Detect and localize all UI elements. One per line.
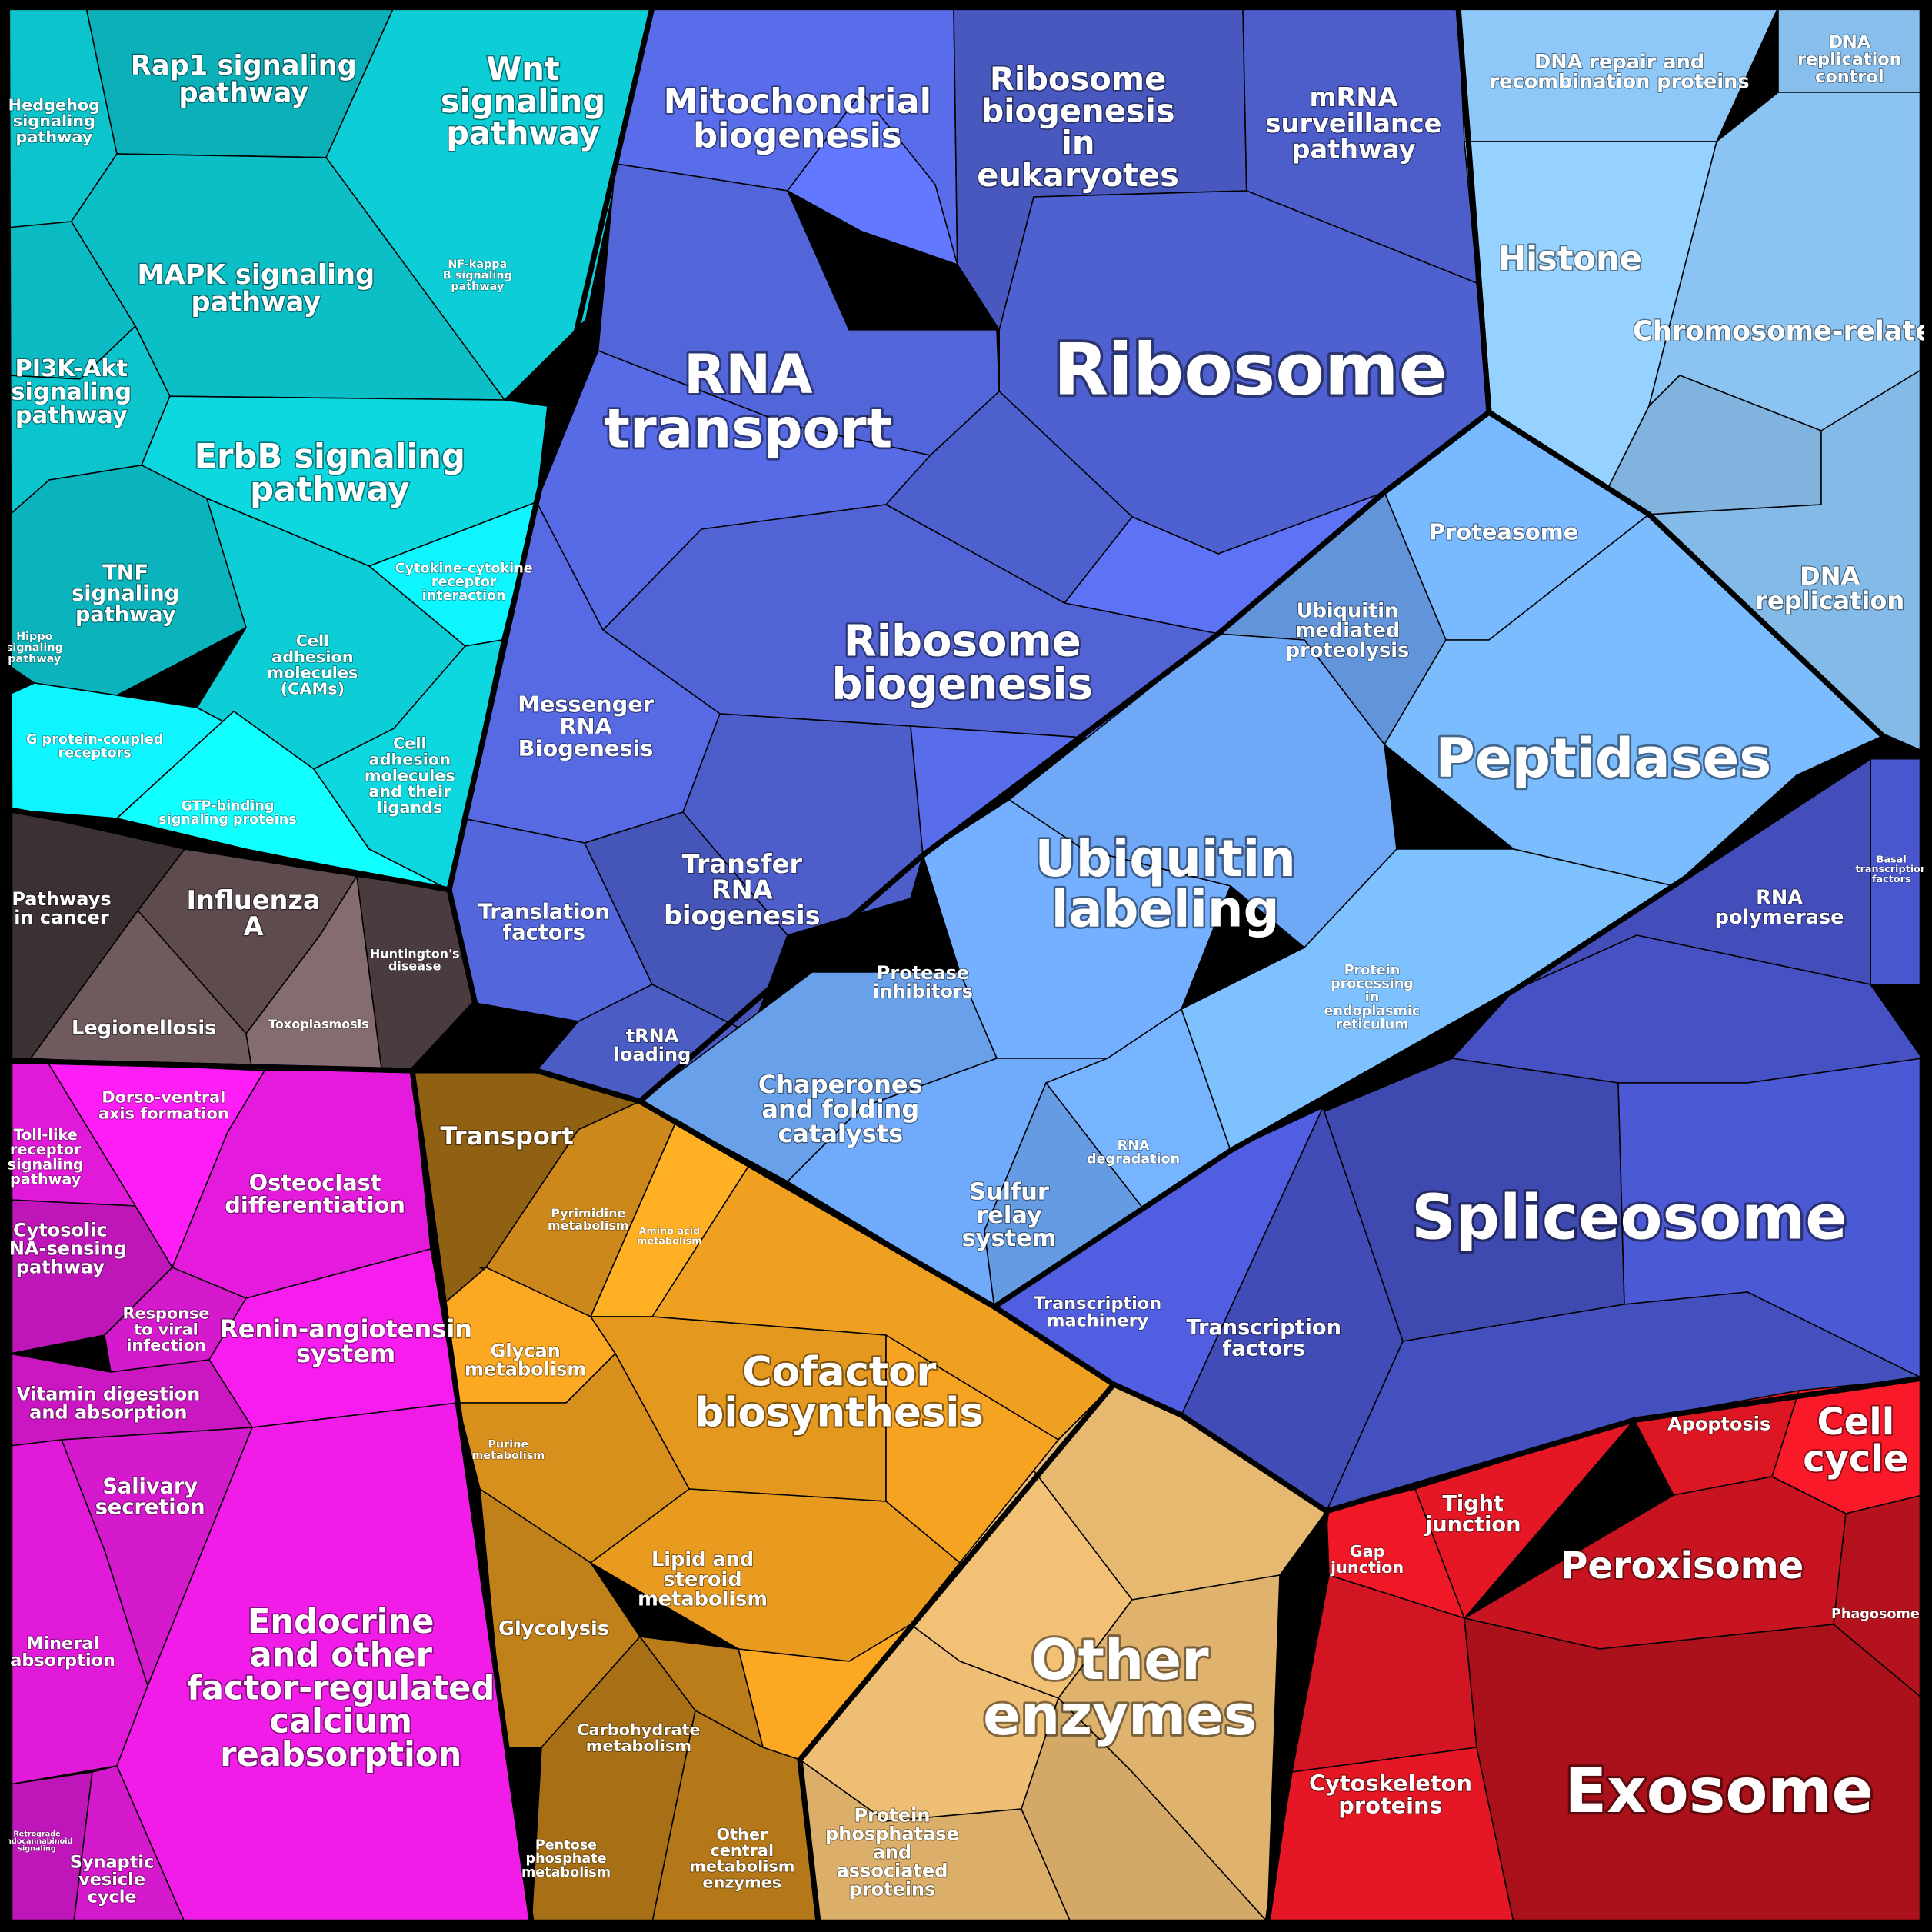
label-wnt-signaling-pathway: Wnt signaling pathway bbox=[441, 50, 605, 152]
label-chromosome-related: Chromosome-related bbox=[1633, 316, 1932, 348]
label-nf-kappa-b-signaling-pathway: NF-kappa B signaling pathway bbox=[443, 258, 512, 293]
label-dna-replication-control: DNA replication control bbox=[1797, 32, 1902, 87]
label-toxoplasmosis: Toxoplasmosis bbox=[268, 1017, 369, 1031]
label-purine-metabolism: Purine metabolism bbox=[471, 1439, 545, 1462]
label-influenza-a: Influenza A bbox=[187, 885, 321, 941]
label-cytokine-cytokine-receptor-interaction: Cytokine-cytokine receptor interaction bbox=[395, 561, 533, 604]
label-protease-inhibitors: Protease inhibitors bbox=[873, 962, 973, 1002]
label-transcription-factors: Transcription factors bbox=[1186, 1316, 1341, 1361]
label-cytoskeleton-proteins: Cytoskeleton proteins bbox=[1309, 1770, 1472, 1819]
label-amino-acid-metabolism: Amino acid metabolism bbox=[637, 1226, 701, 1247]
label-renin-angiotensin-system: Renin-angiotensin system bbox=[219, 1314, 472, 1368]
label-response-to-viral-infection: Response to viral infection bbox=[123, 1304, 210, 1355]
label-osteoclast-differentiation: Osteoclast differentiation bbox=[225, 1170, 405, 1218]
label-cell-adhesion-molecules-cams: Cell adhesion molecules (CAMs) bbox=[267, 631, 358, 698]
label-protein-processing-in-endoplasmic-reticulum: Protein processing in endoplasmic reticulum bbox=[1324, 963, 1421, 1032]
cell-signaling bbox=[313, 639, 503, 891]
label-spliceosome: Spliceosome bbox=[1411, 1181, 1847, 1253]
label-erbb-signaling-pathway: ErbB signaling pathway bbox=[195, 438, 465, 509]
label-g-protein-coupled-receptors: G protein-coupled receptors bbox=[26, 732, 163, 761]
label-rna-degradation: RNA degradation bbox=[1087, 1138, 1180, 1168]
cell-rna bbox=[787, 92, 958, 265]
label-glycolysis: Glycolysis bbox=[498, 1617, 609, 1641]
label-retrograde-endocannabinoid-signaling: Retrograde endocannabinoid signaling bbox=[2, 1830, 73, 1853]
label-other-central-metabolism-enzymes: Other central metabolism enzymes bbox=[689, 1825, 794, 1891]
region-disease-outline bbox=[7, 807, 478, 1074]
label-ribosome: Ribosome bbox=[1054, 328, 1447, 411]
label-mapk-signaling-pathway: MAPK signaling pathway bbox=[137, 259, 375, 318]
label-transport: Transport bbox=[440, 1121, 573, 1151]
label-phagosome: Phagosome bbox=[1831, 1607, 1920, 1622]
label-gap-junction: Gap junction bbox=[1330, 1542, 1404, 1577]
label-trna-loading: tRNA loading bbox=[614, 1025, 691, 1065]
region-cellular-outline bbox=[1264, 1375, 1925, 1925]
label-ubiquitin-labeling: Ubiquitin labeling bbox=[1035, 830, 1296, 939]
label-exosome: Exosome bbox=[1564, 1755, 1873, 1827]
label-tight-junction: Tight junction bbox=[1424, 1492, 1521, 1537]
label-hippo-signaling-pathway: Hippo signaling pathway bbox=[6, 631, 63, 665]
label-dorso-ventral-axis-formation: Dorso-ventral axis formation bbox=[98, 1088, 229, 1123]
label-vitamin-digestion-and-absorption: Vitamin digestion and absorption bbox=[16, 1383, 200, 1423]
label-cell-cycle: Cell cycle bbox=[1803, 1401, 1908, 1481]
label-histone: Histone bbox=[1498, 240, 1642, 278]
label-protein-phosphatase-and-associated-proteins: Protein phosphatase and associated proteins bbox=[825, 1804, 959, 1900]
label-synaptic-vesicle-cycle: Synaptic vesicle cycle bbox=[70, 1853, 154, 1907]
label-hedgehog-signaling-pathway: Hedgehog signaling pathway bbox=[8, 95, 100, 146]
cell-enzymes bbox=[1021, 1697, 1268, 1923]
label-apoptosis: Apoptosis bbox=[1667, 1414, 1770, 1435]
label-translation-factors: Translation factors bbox=[478, 900, 610, 944]
label-proteasome: Proteasome bbox=[1429, 518, 1578, 545]
label-ribosome-biogenesis: Ribosome biogenesis bbox=[831, 616, 1093, 709]
label-mineral-absorption: Mineral absorption bbox=[10, 1634, 115, 1671]
label-ubiquitin-mediated-proteolysis: Ubiquitin mediated proteolysis bbox=[1286, 600, 1409, 662]
label-transfer-rna-biogenesis: Transfer RNA biogenesis bbox=[664, 849, 821, 931]
label-pyrimidine-metabolism: Pyrimidine metabolism bbox=[548, 1206, 629, 1233]
cell-rna bbox=[584, 811, 788, 1034]
label-pentose-phosphate-metabolism: Pentose phosphate metabolism bbox=[521, 1838, 611, 1880]
label-glycan-metabolism: Glycan metabolism bbox=[465, 1340, 586, 1380]
label-legionellosis: Legionellosis bbox=[72, 1017, 216, 1040]
label-peptidases: Peptidases bbox=[1435, 727, 1771, 790]
cell-rna bbox=[885, 390, 1133, 604]
label-gtp-binding-signaling-proteins: GTP-binding signaling proteins bbox=[158, 798, 297, 828]
label-huntington-s-disease: Huntington's disease bbox=[370, 947, 460, 974]
label-carbohydrate-metabolism: Carbohydrate metabolism bbox=[577, 1720, 700, 1755]
label-chaperones-and-folding-catalysts: Chaperones and folding catalysts bbox=[758, 1070, 923, 1148]
label-endocrine-and-other-factor-regulated-calcium-reabsorption: Endocrine and other factor-regulated calciu… bbox=[187, 1603, 495, 1774]
label-dna-repair-and-recombination-proteins: DNA repair and recombination proteins bbox=[1490, 51, 1750, 94]
label-toll-like-receptor-signaling-pathway: Toll-like receptor signaling pathway bbox=[8, 1126, 84, 1188]
label-peroxisome: Peroxisome bbox=[1561, 1544, 1804, 1587]
label-dna-replication: DNA replication bbox=[1755, 561, 1904, 615]
label-salivary-secretion: Salivary secretion bbox=[95, 1475, 205, 1520]
label-cell-adhesion-molecules-and-their-ligands: Cell adhesion molecules and their ligands bbox=[365, 734, 455, 817]
label-pathways-in-cancer: Pathways in cancer bbox=[12, 888, 111, 928]
label-basal-transcription-factors: Basal transcription factors bbox=[1855, 854, 1927, 885]
label-tnf-signaling-pathway: TNF signaling pathway bbox=[72, 561, 179, 627]
label-mrna-surveillance-pathway: mRNA surveillance pathway bbox=[1266, 82, 1442, 164]
label-pi3k-akt-signaling-pathway: PI3K-Akt signaling pathway bbox=[11, 355, 132, 429]
label-mitochondrial-biogenesis: Mitochondrial biogenesis bbox=[664, 81, 931, 156]
label-rna-transport: RNA transport bbox=[604, 343, 892, 460]
label-cofactor-biosynthesis: Cofactor biosynthesis bbox=[695, 1349, 984, 1437]
label-transcription-machinery: Transcription machinery bbox=[1034, 1294, 1161, 1331]
label-sulfur-relay-system: Sulfur relay system bbox=[962, 1178, 1057, 1252]
label-rna-polymerase: RNA polymerase bbox=[1715, 886, 1844, 929]
label-rap1-signaling-pathway: Rap1 signaling pathway bbox=[131, 50, 357, 108]
label-messenger-rna-biogenesis: Messenger RNA Biogenesis bbox=[518, 691, 655, 761]
label-ribosome-biogenesis-in-eukaryotes: Ribosome biogenesis in eukaryotes bbox=[977, 60, 1179, 194]
label-cytosolic-dna-sensing-pathway: Cytosolic DNA-sensing pathway bbox=[0, 1220, 127, 1278]
label-other-enzymes: Other enzymes bbox=[983, 1627, 1257, 1747]
label-lipid-and-steroid-metabolism: Lipid and steroid metabolism bbox=[638, 1548, 768, 1611]
